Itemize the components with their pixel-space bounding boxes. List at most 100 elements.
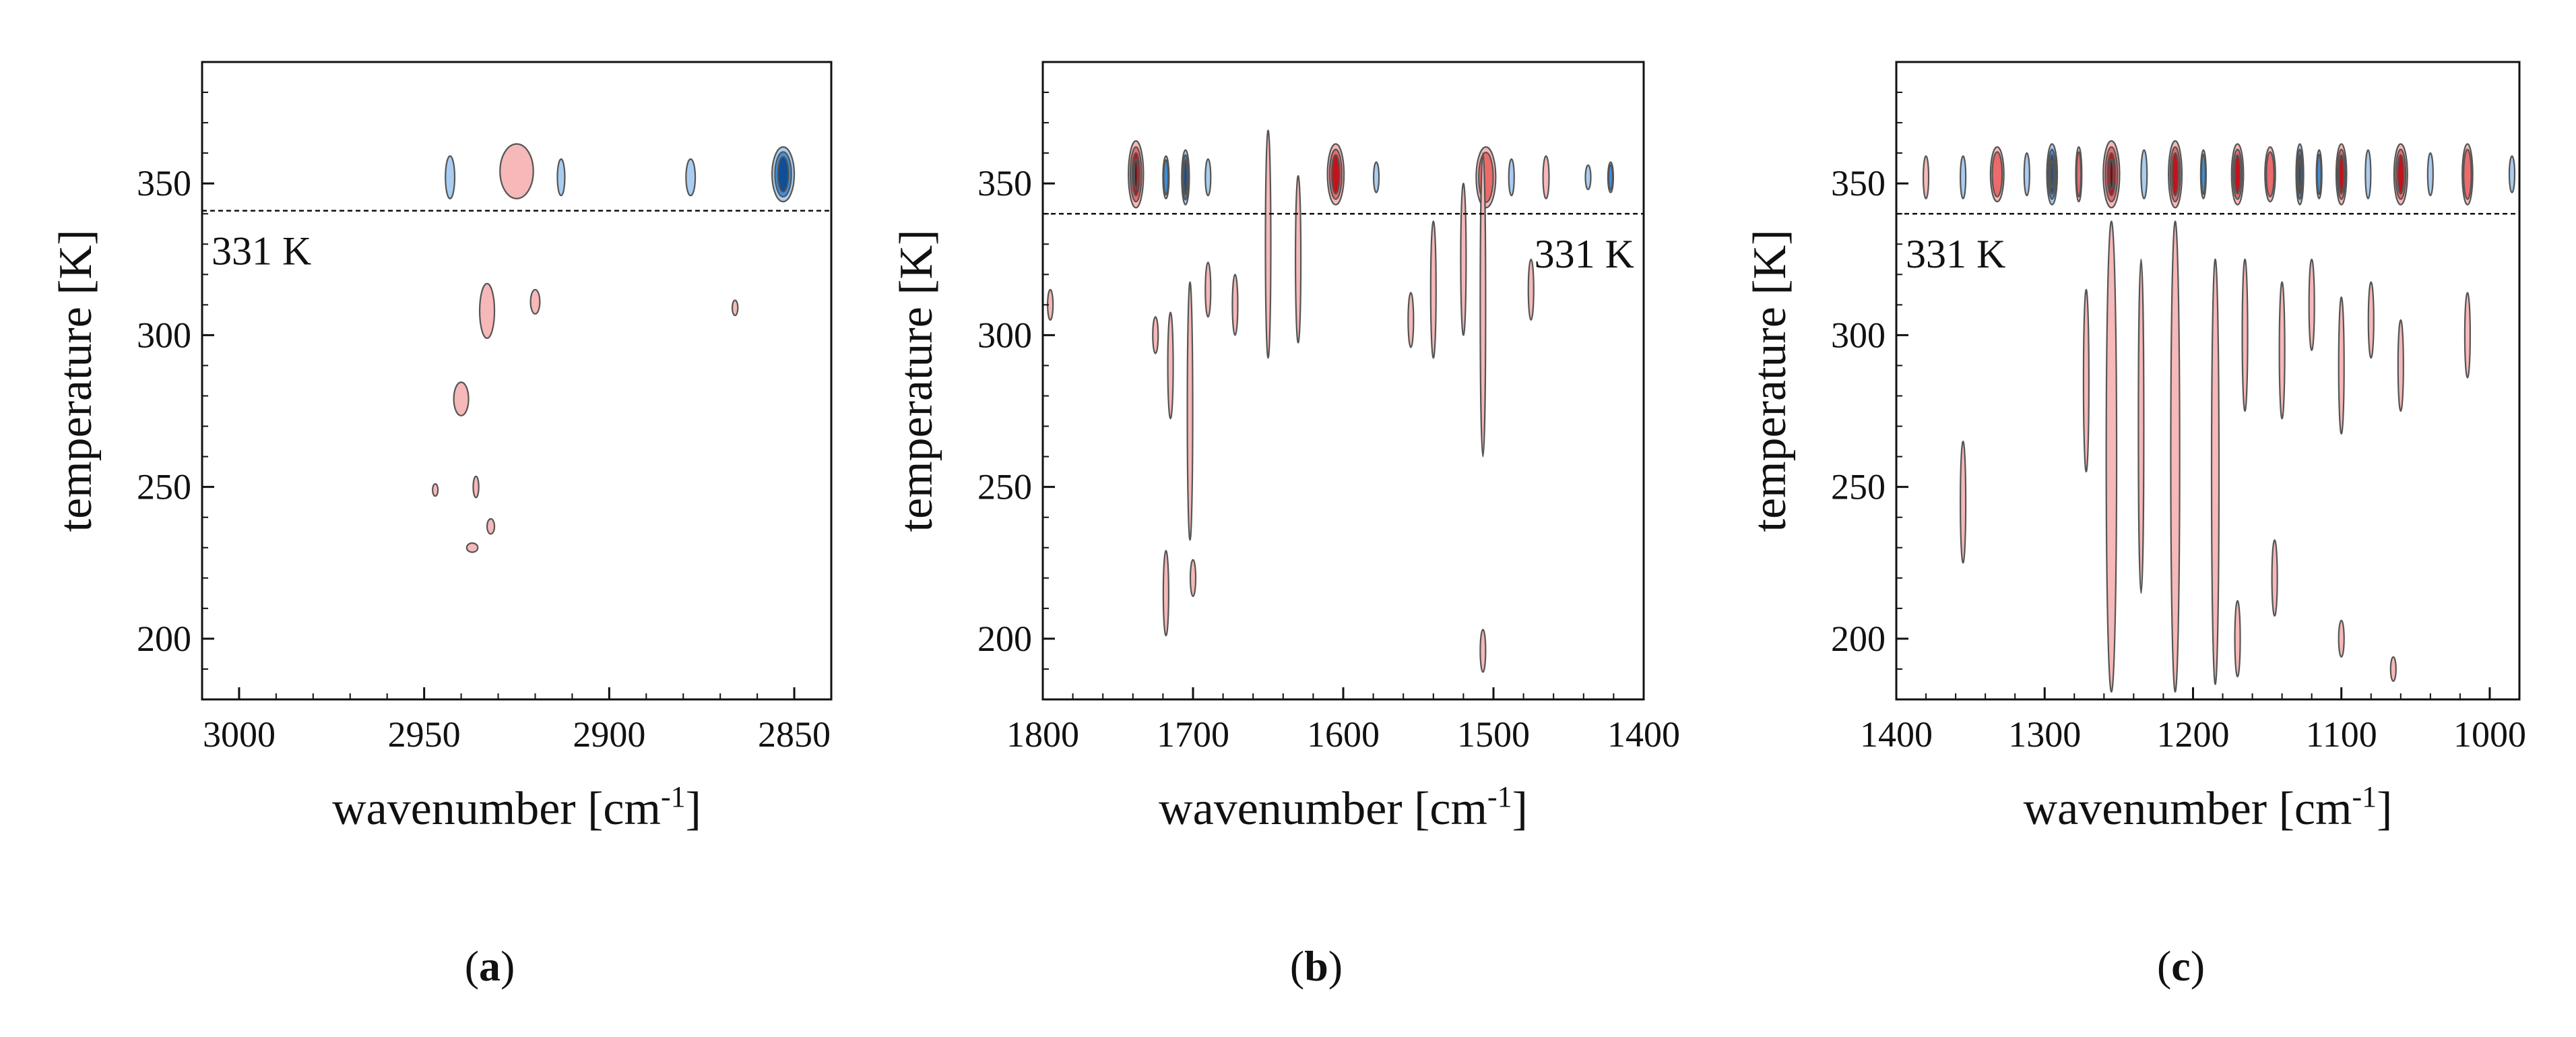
panel-b-ticks: 1800 1700 1600 1500 1400 200 250 300 350 [977,61,1680,755]
panel-c-contour-2 [1989,146,2005,203]
panel-b-contour-4 [1326,143,1345,206]
panel-b-contour-10 [1607,161,1615,193]
panel-c-contour-32 [1960,440,1967,564]
panel-b-x-axis-title-main: wavenumber [cm [1159,783,1487,835]
panel-b-contour-13 [1162,550,1169,637]
panel-a-y-tick-label-300: 300 [137,315,191,355]
panel-c-contour-17 [2426,152,2434,197]
panel-a-x-tick-label-2950: 2950 [388,714,461,755]
panel-c-contour-34 [2234,600,2241,678]
panel-a: 331 K 3000 2950 2900 2850 200 250 300 350 tempe… [50,61,833,990]
panel-a-ticks: 3000 2950 2900 2850 200 250 300 350 [137,61,832,755]
panel-a-x-tick-label-2850: 2850 [758,714,831,755]
panel-c-contour-7 [2140,149,2148,199]
panel-c-contour-23 [2137,258,2145,594]
panel-c-x-axis-title: wavenumber [cm-1] [2024,780,2393,835]
panel-c-x-tick-label-1000: 1000 [2453,714,2526,755]
panel-b-x-axis-title-end: ] [1512,783,1528,835]
panel-a-label: (a) [465,942,515,990]
panel-a-y-tick-label-350: 350 [137,163,191,203]
panel-c-contour-20 [2105,220,2118,693]
panel-b-x-tick-label-1600: 1600 [1307,714,1380,755]
panel-c-contour-15 [2364,149,2372,199]
panel-a-data-layer [432,143,796,553]
panel-c-contour-0 [1922,155,1930,199]
panel-c-y-axis-title: temperature [K] [1744,230,1796,532]
panel-b-contour-6 [1475,146,1497,209]
panel-b-threshold-label: 331 K [1535,232,1634,276]
panel-a-x-axis-title: wavenumber [cm-1] [332,780,701,835]
panel-a-contour-9 [472,475,480,499]
panel-b-y-tick-label-250: 250 [977,467,1032,507]
panel-c-contour-35 [2338,619,2345,658]
panel-a-contour-8 [453,381,470,416]
panel-a-y-tick-label-250: 250 [137,467,191,507]
panel-a-contour-0 [499,143,534,199]
panel-c-y-tick-label-200: 200 [1831,619,1886,659]
panel-b-plot-frame [1041,61,1645,701]
panel-b-x-tick-label-1800: 1800 [1006,714,1079,755]
panel-c-contour-13 [2315,149,2323,199]
panel-a-contour-6 [529,288,541,315]
panel-b-data-layer [1047,129,1615,673]
panel-b-contour-11 [1186,281,1194,541]
panel-b-contour-26 [1479,629,1487,673]
panel-b-x-tick-label-1500: 1500 [1457,714,1530,755]
panel-a-contour-10 [432,483,439,497]
panel-a-contour-1 [445,155,456,199]
panel-b-contour-0 [1128,140,1145,209]
panel-b-contour-14 [1152,316,1159,354]
panel-b-contour-18 [1294,175,1302,344]
panel-b-label-letter: b [1304,942,1328,990]
panel-b: 331 K 1800 1700 1600 1500 1400 200 250 300 350 t… [891,61,1680,990]
panel-c-contour-18 [2461,143,2474,206]
panel-a-x-axis-title-sup: -1 [661,780,686,813]
panel-c-contour-12 [2295,143,2305,206]
panel-c-contour-14 [2335,143,2348,206]
panel-c-contour-3 [2023,152,2030,197]
panel-b-contour-3 [1204,158,1212,197]
panel-c-label-letter: c [2171,942,2190,990]
panel-c-threshold-label: 331 K [1906,232,2005,276]
panel-c-data-layer [1922,140,2516,693]
panel-c-x-tick-label-1200: 1200 [2156,714,2229,755]
panel-c-contour-16 [2393,143,2408,206]
panel-b-contour-22 [1460,183,1467,336]
panel-c-contour-33 [2271,539,2278,617]
panel-a-threshold-label: 331 K [212,229,311,274]
panel-b-contour-24 [1527,258,1535,321]
panel-b-contour-7 [1508,158,1515,197]
panel-c-contour-9 [2199,149,2207,199]
panel-a-contour-2 [556,158,566,197]
panel-a-y-tick-label-200: 200 [137,619,191,659]
panel-a-contour-4 [771,146,796,203]
panel-c-x-axis-title-sup: -1 [2352,780,2377,813]
panel-c-contour-31 [2464,292,2472,379]
panel-c-contour-1 [1960,155,1967,199]
panel-c-contour-6 [2102,140,2121,209]
panel-a-contour-3 [685,158,697,197]
panel-a-x-axis-title-end: ] [686,783,701,835]
panel-a-contour-5 [478,282,496,340]
panel-b-contour-5 [1372,161,1380,193]
panel-c-plot-frame [1895,61,2521,701]
panel-b-x-tick-label-1400: 1400 [1607,714,1680,755]
panel-c-contour-28 [2338,296,2345,435]
panel-c-contour-30 [2397,319,2404,412]
panel-c-label: (c) [2157,942,2205,990]
panel-b-contour-21 [1429,220,1437,359]
panel-c-contour-4 [2046,143,2059,206]
panel-c-contour-19 [2508,155,2516,193]
panel-b-contour-9 [1584,164,1592,191]
panel-b-contour-2 [1181,149,1190,206]
panel-a-plot-frame [201,61,833,701]
panel-c-contour-25 [2241,258,2249,412]
panel-c-contour-29 [2367,281,2375,359]
panel-b-contour-16 [1189,559,1197,597]
panel-b-x-tick-label-1700: 1700 [1157,714,1229,755]
panel-b-y-tick-label-300: 300 [977,315,1032,355]
panel-a-x-axis-title-main: wavenumber [cm [332,783,661,835]
panel-c-contour-27 [2308,258,2315,352]
panel-c-contour-24 [2082,288,2090,473]
